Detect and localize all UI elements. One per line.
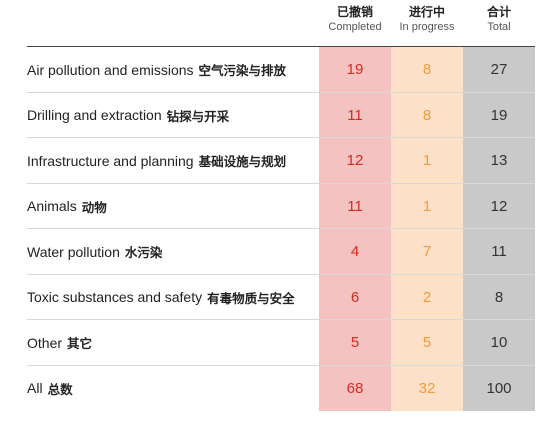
row-label: Infrastructure and planning 基础设施与规划 — [27, 138, 323, 184]
in-progress-value: 8 — [422, 61, 432, 79]
row-label-en: Drilling and extraction — [27, 107, 162, 124]
total-value: 12 — [490, 197, 508, 215]
table-row: Air pollution and emissions 空气污染与排放 19 8 27 — [27, 47, 535, 93]
completed-value: 11 — [347, 197, 363, 215]
completed-value: 12 — [346, 152, 364, 170]
in-progress-value: 1 — [422, 197, 432, 215]
row-label: Toxic substances and safety 有毒物质与安全 — [27, 275, 323, 321]
total-header-en: Total — [487, 21, 511, 33]
total-value: 27 — [490, 61, 508, 79]
row-label-en: Water pollution — [27, 243, 120, 260]
row-label-zh: 水污染 — [124, 245, 163, 261]
in-progress-header-en: In progress — [399, 21, 455, 33]
row-label-en: Infrastructure and planning — [27, 152, 194, 169]
completed-header-en: Completed — [328, 21, 382, 33]
in-progress-value: 8 — [422, 106, 432, 124]
row-label: Water pollution 水污染 — [27, 229, 323, 275]
row-label-zh: 动物 — [81, 199, 107, 215]
total-column-background — [463, 47, 535, 411]
completed-value: 68 — [346, 379, 364, 397]
in-progress-value: 1 — [422, 152, 432, 170]
completed-column-header: 已撤销 Completed — [319, 5, 391, 34]
table-body: Air pollution and emissions 空气污染与排放 19 8 27 D… — [27, 47, 535, 411]
row-label-zh: 基础设施与规划 — [198, 154, 287, 170]
row-label-zh: 其它 — [67, 336, 93, 352]
table-row: Drilling and extraction 钻探与开采 11 8 19 — [27, 93, 535, 139]
in-progress-column-header: 进行中 In progress — [391, 5, 463, 34]
table-row: Toxic substances and safety 有毒物质与安全 6 2 8 — [27, 275, 535, 321]
row-label-zh: 有毒物质与安全 — [207, 290, 295, 306]
table-row: Infrastructure and planning 基础设施与规划 12 1 13 — [27, 138, 535, 184]
in-progress-value: 5 — [422, 334, 432, 352]
completed-value: 11 — [347, 106, 363, 124]
total-value: 8 — [494, 288, 504, 306]
row-label: Air pollution and emissions 空气污染与排放 — [27, 47, 323, 93]
completed-header-zh: 已撤销 — [336, 5, 373, 19]
row-label-en: All — [27, 380, 43, 397]
in-progress-value: 7 — [422, 243, 432, 261]
row-label: All 总数 — [27, 366, 323, 412]
in-progress-column-background — [391, 47, 463, 411]
table-row: Animals 动物 11 1 12 — [27, 184, 535, 230]
table-row: Water pollution 水污染 4 7 11 — [27, 229, 535, 275]
total-header-zh: 合计 — [486, 5, 511, 19]
row-label-zh: 总数 — [47, 381, 73, 397]
total-value: 13 — [490, 152, 508, 170]
row-label: Other 其它 — [27, 320, 323, 366]
in-progress-value: 2 — [422, 288, 432, 306]
completed-value: 19 — [346, 61, 364, 79]
row-label: Animals 动物 — [27, 184, 323, 230]
row-label-en: Toxic substances and safety — [27, 289, 203, 306]
row-label: Drilling and extraction 钻探与开采 — [27, 93, 323, 139]
total-value: 10 — [490, 334, 508, 352]
total-value: 19 — [490, 106, 508, 124]
completed-column-background — [319, 47, 391, 411]
completed-value: 4 — [350, 243, 360, 261]
in-progress-header-zh: 进行中 — [408, 5, 445, 19]
total-value: 11 — [491, 243, 507, 261]
row-label-en: Other — [27, 334, 63, 351]
completed-value: 6 — [350, 288, 360, 306]
total-column-header: 合计 Total — [463, 5, 535, 34]
table-row: Other 其它 5 5 10 — [27, 320, 535, 366]
row-label-zh: 空气污染与排放 — [198, 63, 287, 79]
completed-value: 5 — [350, 334, 360, 352]
row-label-en: Animals — [27, 198, 77, 215]
total-value: 100 — [486, 379, 512, 397]
row-label-en: Air pollution and emissions — [27, 61, 194, 78]
row-label-zh: 钻探与开采 — [166, 108, 230, 124]
table-row: All 总数 68 32 100 — [27, 366, 535, 412]
header-rule — [27, 46, 535, 47]
in-progress-value: 32 — [418, 379, 436, 397]
